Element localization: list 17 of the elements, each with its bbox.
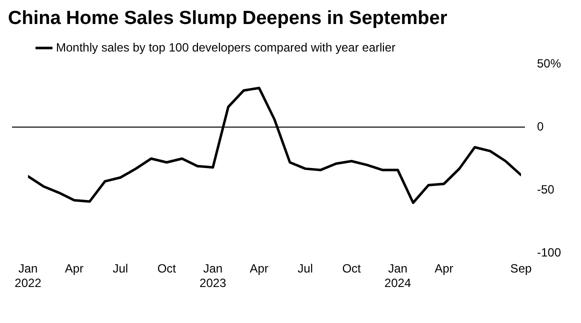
- x-tick-label: Apr: [64, 262, 84, 276]
- x-tick-label: Sep: [510, 262, 532, 276]
- legend-label: Monthly sales by top 100 developers compared with year earlier: [56, 40, 396, 54]
- x-tick-label: Apr: [250, 262, 268, 276]
- x-tick-label: Jul: [298, 262, 313, 276]
- x-tick-label: Oct: [342, 262, 362, 276]
- x-tick-label: Jul: [112, 262, 128, 276]
- y-tick-label: 50%: [536, 56, 562, 70]
- x-tick-label: Oct: [157, 262, 177, 276]
- x-tick-label: Jan 2022: [14, 262, 42, 290]
- x-tick-label: Jan 2023: [200, 262, 227, 290]
- chart-title: China Home Sales Slump Deepens in September: [8, 8, 448, 30]
- x-tick-label: Apr: [434, 262, 454, 276]
- y-tick-label: -100: [536, 246, 562, 260]
- x-tick-label: Jan 2024: [384, 262, 412, 290]
- y-tick-label: -50: [536, 182, 555, 196]
- y-tick-label: 0: [536, 119, 544, 134]
